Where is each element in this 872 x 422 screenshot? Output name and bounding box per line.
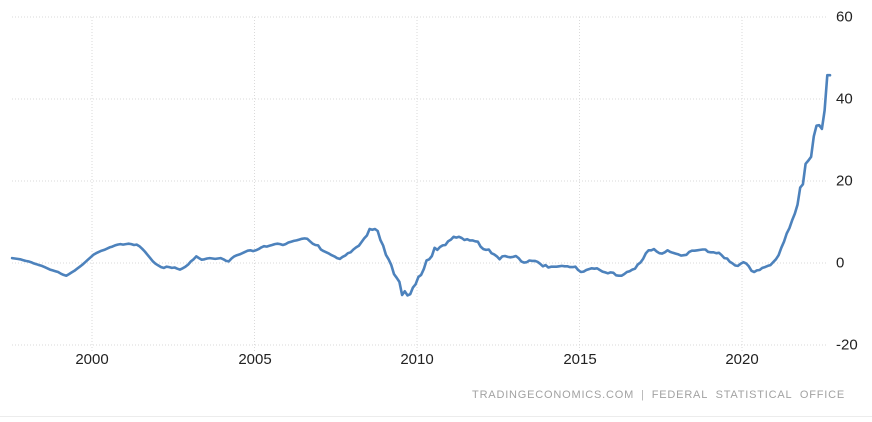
x-axis-label-2010: 2010: [400, 351, 434, 368]
attribution-separator: |: [641, 389, 645, 401]
x-axis-label-2020: 2020: [725, 351, 759, 368]
y-axis-label-neg20: -20: [836, 336, 858, 354]
source-attribution: TRADINGECONOMICS.COM | FEDERAL STATISTICAL…: [472, 389, 845, 401]
bottom-divider: [0, 416, 872, 417]
attribution-source: FEDERAL STATISTICAL OFFICE: [651, 389, 845, 401]
y-axis-label-0: 0: [836, 254, 845, 272]
y-axis-label-40: 40: [836, 90, 853, 108]
y-axis-label-20: 20: [836, 172, 853, 190]
attribution-provider: TRADINGECONOMICS.COM: [472, 389, 635, 401]
x-axis-label-2015: 2015: [563, 351, 597, 368]
y-axis-label-60: 60: [836, 8, 853, 26]
series-line: [10, 73, 832, 297]
x-axis-label-2005: 2005: [238, 351, 272, 368]
x-axis-label-2000: 2000: [75, 351, 109, 368]
